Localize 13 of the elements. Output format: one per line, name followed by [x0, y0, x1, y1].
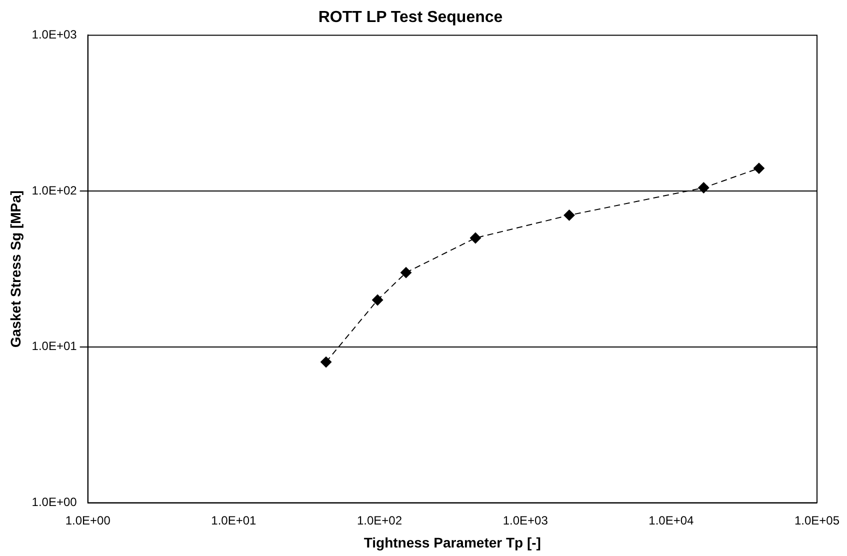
x-tick-label: 1.0E+05 — [794, 513, 840, 528]
y-tick-label: 1.0E+01 — [32, 339, 78, 354]
x-tick-label: 1.0E+04 — [648, 513, 694, 528]
y-tick-label: 1.0E+02 — [32, 183, 78, 198]
x-tick-label: 1.0E+01 — [211, 513, 257, 528]
x-tick-label: 1.0E+03 — [502, 513, 548, 528]
x-tick-label: 1.0E+00 — [65, 513, 111, 528]
x-tick-label: 1.0E+02 — [356, 513, 402, 528]
chart-title: ROTT LP Test Sequence — [318, 9, 503, 26]
y-tick-label: 1.0E+03 — [32, 28, 78, 42]
y-tick-label: 1.0E+00 — [32, 495, 78, 510]
x-axis-title: Tightness Parameter Tp [-] — [364, 534, 541, 550]
y-axis-title: Gasket Stress Sg [MPa] — [7, 190, 24, 348]
